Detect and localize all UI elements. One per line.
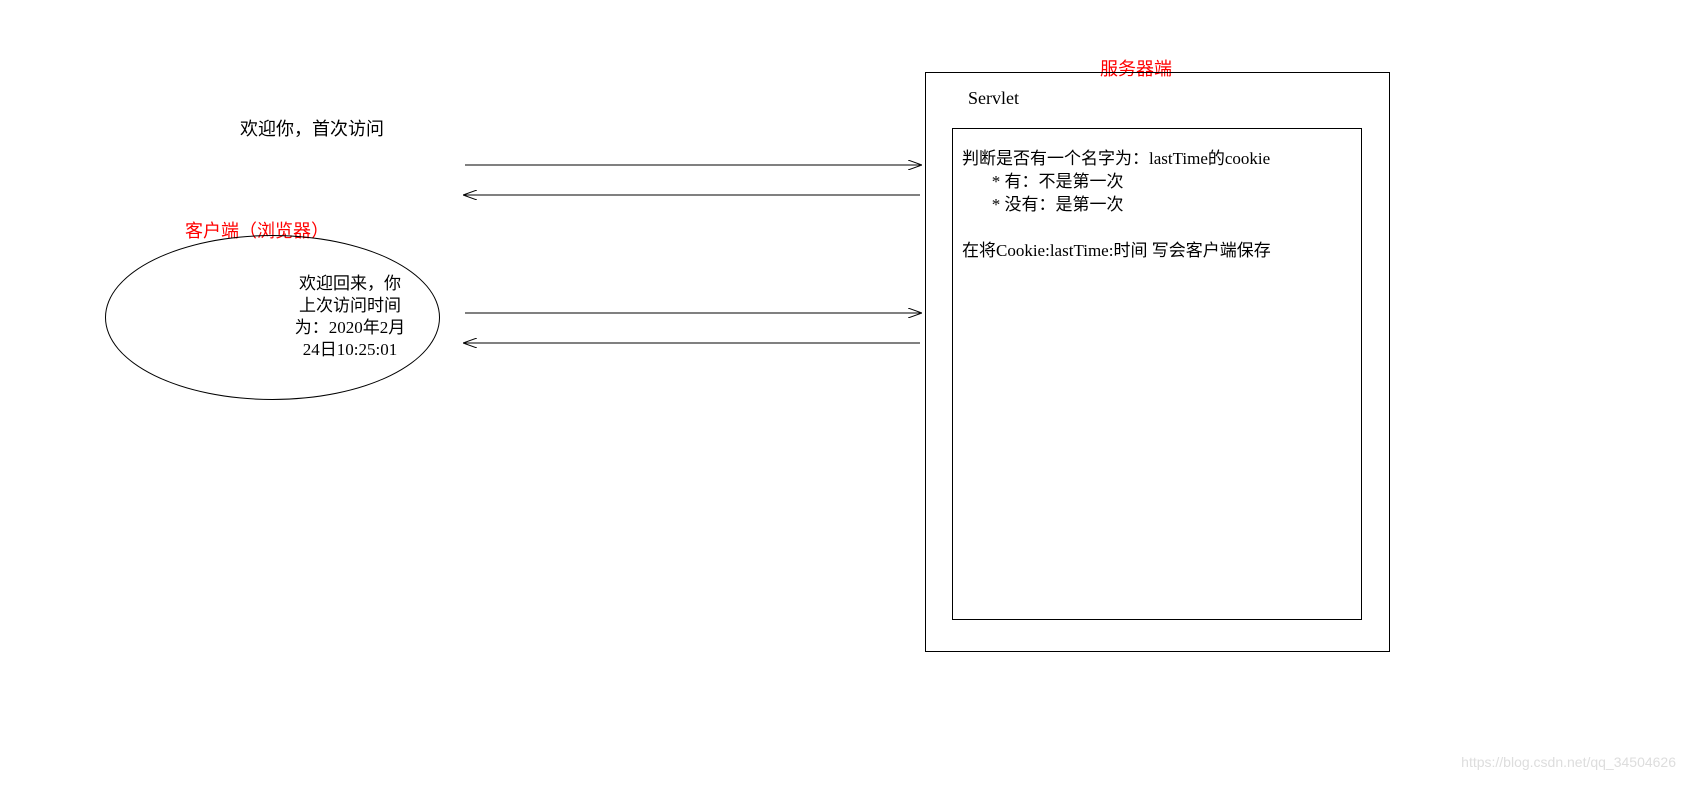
arrow-top-right [0, 0, 1706, 800]
watermark: https://blog.csdn.net/qq_34504626 [1461, 754, 1676, 770]
